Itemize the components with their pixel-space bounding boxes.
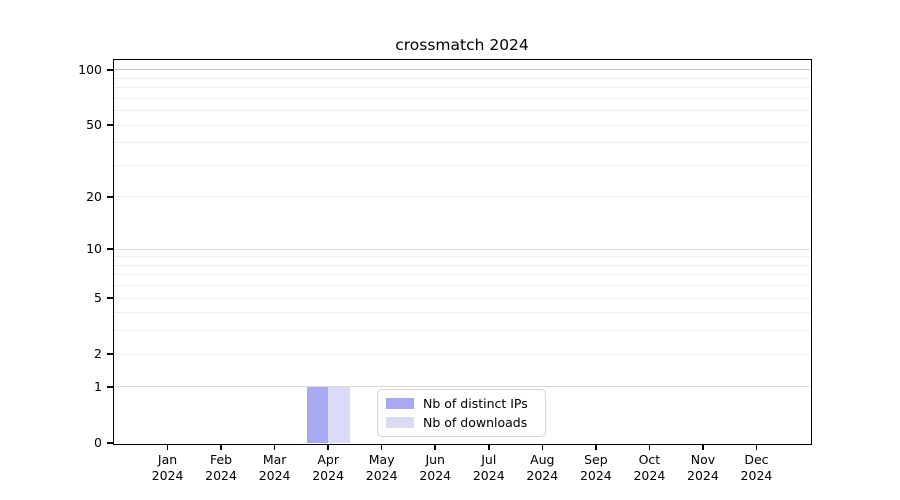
x-tick-year: 2024 [633, 467, 666, 483]
x-tick-label-jun: Jun 2024 [395, 452, 475, 483]
x-tick-sep [595, 444, 597, 450]
y-tick-20 [106, 196, 114, 198]
gridline-y-90 [114, 77, 810, 79]
x-tick-month: Dec [744, 452, 769, 467]
y-tick-label-20: 20 [86, 188, 102, 204]
x-tick-label-jul: Jul 2024 [449, 452, 529, 483]
x-tick-year: 2024 [151, 467, 184, 483]
gridline-y-100 [114, 69, 810, 71]
x-tick-year: 2024 [687, 467, 719, 483]
y-tick-label-100: 100 [78, 61, 102, 77]
y-tick-5 [106, 297, 114, 299]
y-tick-label-50: 50 [86, 117, 102, 133]
x-tick-year: 2024 [526, 467, 559, 483]
x-tick-jun [434, 444, 436, 450]
x-tick-jul [488, 444, 490, 450]
x-tick-aug [541, 444, 544, 450]
x-tick-month: Aug [530, 452, 555, 467]
y-tick-1 [106, 386, 114, 388]
x-tick-label-oct: Oct 2024 [609, 452, 689, 483]
x-tick-month: Jul [481, 452, 497, 467]
legend-label-distinct-ips: Nb of distinct IPs [423, 396, 528, 411]
x-tick-month: May [368, 452, 395, 467]
x-tick-month: Sep [584, 452, 608, 467]
x-tick-month: Mar [262, 452, 287, 467]
gridline-y-50 [114, 124, 810, 126]
gridline-y-80 [114, 87, 810, 89]
x-tick-year: 2024 [258, 467, 291, 483]
x-tick-label-jan: Jan 2024 [128, 452, 208, 483]
y-tick-label-2: 2 [94, 346, 102, 362]
x-tick-year: 2024 [205, 467, 237, 483]
x-tick-apr [327, 444, 329, 450]
x-tick-label-may: May 2024 [342, 452, 422, 483]
gridline-y-10 [114, 248, 810, 250]
chart-title: crossmatch 2024 [395, 36, 529, 54]
x-tick-year: 2024 [579, 467, 612, 483]
x-tick-dec [755, 444, 758, 450]
y-tick-0 [106, 442, 114, 444]
gridline-y-5 [114, 297, 810, 299]
plot-area [114, 60, 810, 443]
x-tick-label-feb: Feb 2024 [181, 452, 261, 483]
gridline-y-6 [114, 285, 810, 287]
legend-swatch-distinct-ips [386, 398, 414, 409]
y-tick-100 [106, 69, 114, 71]
x-tick-year: 2024 [365, 467, 398, 483]
x-tick-nov [702, 444, 704, 450]
x-tick-year: 2024 [472, 467, 505, 483]
legend-label-downloads: Nb of downloads [423, 415, 528, 430]
x-tick-label-aug: Aug 2024 [502, 452, 582, 483]
x-tick-month: Apr [317, 452, 339, 467]
y-tick-label-10: 10 [86, 241, 102, 257]
y-tick-label-1: 1 [94, 378, 102, 394]
x-tick-year: 2024 [312, 467, 345, 483]
y-tick-50 [106, 124, 114, 126]
legend-item-distinct-ips: Nb of distinct IPs [386, 397, 536, 410]
gridline-y-60 [114, 110, 810, 112]
x-tick-label-nov: Nov 2024 [663, 452, 743, 483]
y-tick-label-0: 0 [94, 435, 102, 450]
legend: Nb of distinct IPs Nb of downloads [377, 389, 546, 437]
gridline-y-2 [114, 353, 810, 355]
y-tick-2 [106, 353, 114, 355]
legend-swatch-downloads [386, 417, 414, 428]
bar-nb-of-downloads-apr [328, 386, 350, 443]
x-tick-label-mar: Mar 2024 [235, 452, 315, 483]
legend-item-downloads: Nb of downloads [386, 416, 536, 429]
bar-nb-of-distinct-ips-apr [306, 386, 329, 443]
y-tick-label-5: 5 [94, 290, 102, 306]
x-tick-month: Jun [425, 452, 445, 467]
gridline-y-4 [114, 312, 810, 314]
x-tick-mar [273, 444, 276, 450]
x-tick-label-dec: Dec 2024 [716, 452, 796, 483]
x-tick-month: Jan [157, 452, 178, 467]
x-tick-month: Feb [209, 452, 233, 467]
x-tick-label-sep: Sep 2024 [556, 452, 636, 483]
x-tick-jan [166, 444, 169, 450]
x-tick-year: 2024 [740, 467, 773, 483]
x-tick-month: Oct [638, 452, 661, 467]
gridline-y-40 [114, 142, 810, 144]
x-tick-feb [220, 444, 222, 450]
x-tick-label-apr: Apr 2024 [288, 452, 368, 483]
x-tick-month: Nov [690, 452, 716, 467]
gridline-y-70 [114, 97, 810, 99]
gridline-y-1 [114, 386, 810, 388]
gridline-y-3 [114, 330, 810, 332]
gridline-y-20 [114, 196, 810, 198]
gridline-y-9 [114, 256, 810, 258]
gridline-y-30 [114, 164, 810, 166]
x-tick-oct [648, 444, 651, 450]
gridline-y-7 [114, 274, 810, 276]
x-tick-may [380, 444, 383, 450]
gridline-y-8 [114, 264, 810, 266]
y-tick-10 [106, 248, 114, 250]
x-tick-year: 2024 [419, 467, 452, 483]
